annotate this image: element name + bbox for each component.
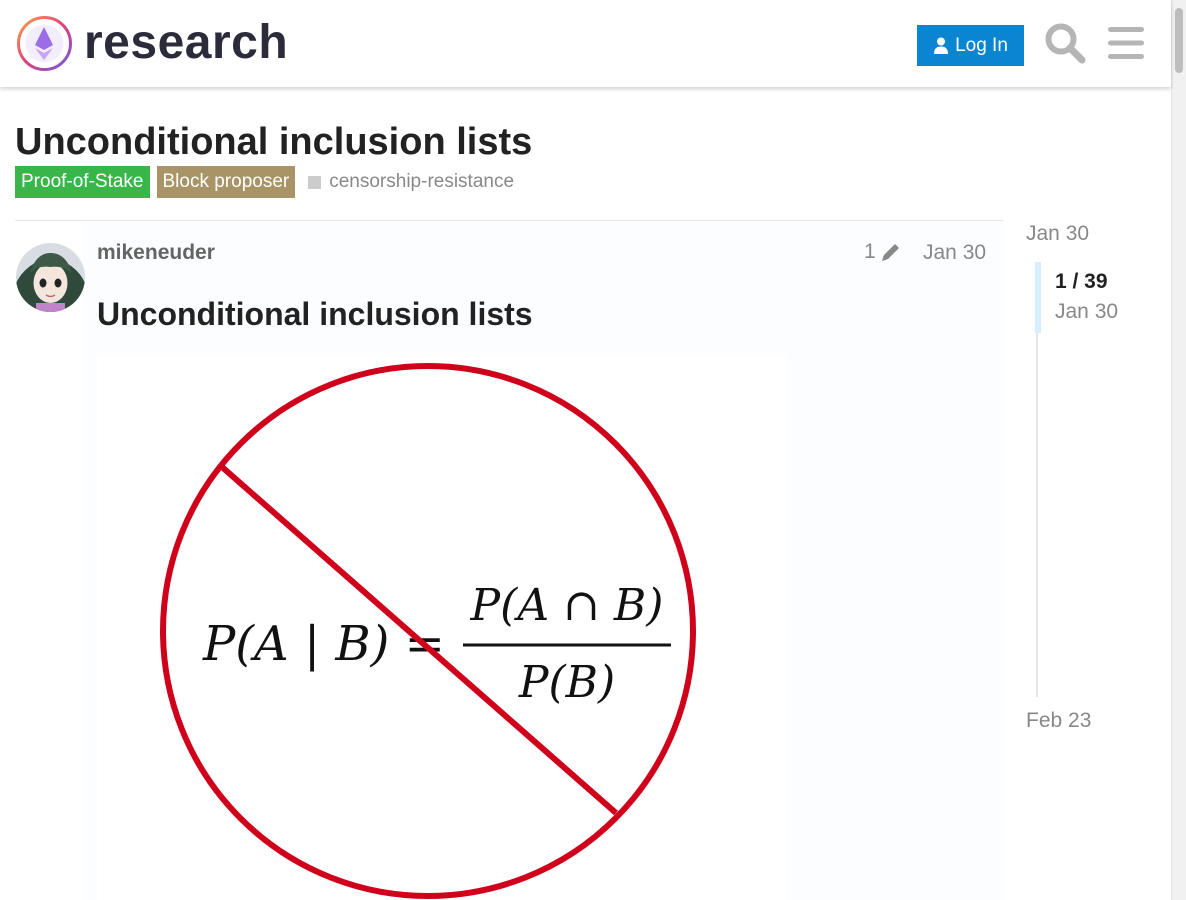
title-divider — [15, 220, 1004, 221]
topic-title[interactable]: Unconditional inclusion lists — [15, 121, 533, 163]
formula-denominator: P(B) — [518, 657, 615, 708]
pencil-icon — [881, 244, 899, 261]
post-date[interactable]: Jan 30 — [923, 241, 987, 264]
formula-lhs: P(A | B) = — [202, 616, 445, 672]
tag-square-icon — [308, 175, 322, 189]
timeline-handle[interactable] — [1035, 262, 1041, 333]
timeline-position-date: Jan 30 — [1055, 300, 1119, 323]
prohibition-slash — [220, 464, 618, 816]
site-header: research Log In — [0, 0, 1171, 87]
timeline-track[interactable] — [1036, 262, 1038, 697]
category-proof-of-stake[interactable]: Proof-of-Stake — [15, 166, 150, 198]
tag-label: censorship-resistance — [329, 171, 515, 192]
site-name[interactable]: research — [84, 16, 289, 69]
timeline-start-date[interactable]: Jan 30 — [1026, 222, 1090, 245]
hamburger-menu-icon[interactable] — [1106, 24, 1146, 62]
prohibition-circle — [160, 363, 696, 899]
tag-censorship-resistance[interactable]: censorship-resistance — [308, 171, 514, 193]
page-scrollbar[interactable] — [1171, 0, 1186, 900]
logo-icon[interactable] — [16, 15, 73, 72]
edit-count: 1 — [864, 240, 876, 263]
avatar[interactable] — [16, 243, 85, 312]
post-image[interactable]: P(A | B) = P(A ∩ B) P(B) — [97, 355, 787, 900]
search-icon[interactable] — [1043, 21, 1087, 65]
category-block-proposer[interactable]: Block proposer — [156, 166, 296, 198]
post-heading: Unconditional inclusion lists — [97, 296, 533, 332]
topic-tags: Proof-of-Stake Block proposer censorship… — [15, 166, 514, 198]
edit-history-button[interactable]: 1 — [864, 240, 902, 264]
timeline-position[interactable]: 1 / 39 — [1055, 270, 1108, 293]
post-username[interactable]: mikeneuder — [97, 241, 215, 264]
user-icon — [934, 37, 949, 54]
scrollbar-thumb[interactable] — [1175, 8, 1183, 73]
prohibited-formula-image: P(A | B) = P(A ∩ B) P(B) — [160, 363, 696, 899]
formula-numerator: P(A ∩ B) — [470, 580, 664, 631]
login-label: Log In — [955, 34, 1008, 56]
timeline-end-date[interactable]: Feb 23 — [1026, 709, 1092, 732]
login-button[interactable]: Log In — [917, 25, 1024, 66]
